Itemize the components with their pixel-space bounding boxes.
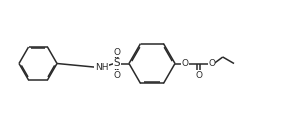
Text: O: O	[208, 59, 215, 68]
Text: O: O	[195, 70, 202, 80]
Text: O: O	[181, 59, 188, 68]
Text: O: O	[113, 70, 120, 80]
Text: O: O	[113, 47, 120, 57]
Text: NH: NH	[95, 63, 108, 72]
Text: S: S	[114, 59, 120, 68]
